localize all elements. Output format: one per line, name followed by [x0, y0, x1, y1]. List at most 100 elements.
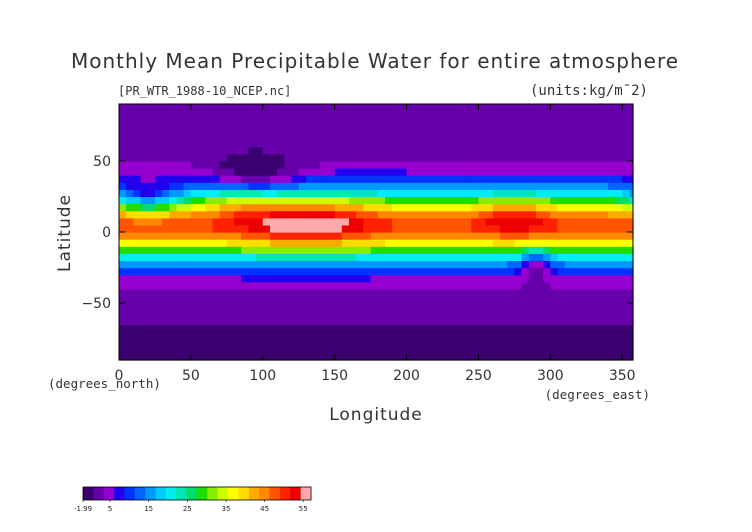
heatmap-cell	[607, 132, 616, 141]
heatmap-cell	[500, 175, 508, 183]
heatmap-cell	[514, 111, 523, 119]
heatmap-cell	[406, 338, 415, 347]
heatmap-cell	[535, 246, 544, 254]
heatmap-cell	[442, 182, 451, 190]
heatmap-cell	[190, 146, 199, 155]
heatmap-cell	[262, 175, 271, 183]
heatmap-cell	[205, 345, 214, 354]
heatmap-cell	[363, 224, 372, 233]
heatmap-cell	[557, 345, 566, 354]
heatmap-cell	[262, 111, 271, 119]
heatmap-cell	[435, 203, 444, 212]
heatmap-cell	[521, 189, 530, 198]
heatmap-cell	[557, 324, 566, 333]
heatmap-cell	[119, 118, 127, 126]
heatmap-cell	[277, 168, 285, 176]
heatmap-cell	[600, 153, 609, 162]
heatmap-cell	[557, 111, 566, 119]
heatmap-cell	[406, 267, 415, 276]
heatmap-cell	[586, 338, 595, 347]
heatmap-cell	[234, 303, 242, 311]
heatmap-cell	[291, 125, 300, 134]
heatmap-cell	[392, 331, 400, 340]
heatmap-cell	[478, 246, 487, 254]
heatmap-cell	[298, 253, 307, 262]
heatmap-cell	[119, 253, 127, 262]
heatmap-cell	[456, 175, 465, 183]
heatmap-cell	[119, 168, 127, 176]
heatmap-cell	[183, 239, 192, 247]
heatmap-cell	[291, 274, 300, 283]
heatmap-cell	[629, 331, 634, 340]
heatmap-cell	[363, 175, 372, 183]
heatmap-cell	[478, 274, 487, 283]
heatmap-cell	[284, 132, 293, 141]
heatmap-cell	[320, 210, 329, 219]
heatmap-cell	[464, 160, 472, 169]
heatmap-cell	[629, 160, 634, 169]
heatmap-cell	[456, 317, 465, 326]
heatmap-cell	[600, 175, 609, 183]
heatmap-cell	[377, 139, 386, 148]
heatmap-cell	[234, 274, 242, 283]
heatmap-cell	[219, 210, 228, 219]
heatmap-cell	[269, 303, 278, 311]
heatmap-cell	[327, 331, 336, 340]
heatmap-cell	[284, 153, 293, 162]
heatmap-cell	[535, 196, 544, 205]
heatmap-cell	[485, 317, 494, 326]
heatmap-cell	[593, 153, 602, 162]
heatmap-cell	[528, 324, 537, 333]
heatmap-cell	[320, 274, 329, 283]
heatmap-cell	[514, 303, 523, 311]
heatmap-cell	[442, 288, 451, 297]
heatmap-cell	[119, 153, 127, 162]
heatmap-cell	[305, 232, 314, 240]
heatmap-cell	[406, 232, 415, 240]
heatmap-cell	[528, 217, 537, 226]
heatmap-cell	[464, 296, 472, 304]
heatmap-cell	[456, 324, 465, 333]
heatmap-cell	[442, 196, 451, 205]
heatmap-cell	[615, 310, 623, 318]
heatmap-cell	[456, 239, 465, 247]
heatmap-cell	[356, 125, 365, 134]
heatmap-cell	[291, 267, 300, 276]
heatmap-cell	[464, 139, 472, 148]
heatmap-cell	[392, 196, 400, 205]
heatmap-cell	[413, 246, 422, 254]
heatmap-cell	[284, 224, 293, 233]
heatmap-cell	[392, 168, 400, 176]
heatmap-cell	[234, 196, 242, 205]
heatmap-cell	[162, 224, 170, 233]
heatmap-cell	[305, 303, 314, 311]
heatmap-cell	[464, 196, 472, 205]
heatmap-cell	[119, 303, 127, 311]
heatmap-cell	[456, 232, 465, 240]
heatmap-cell	[212, 125, 221, 134]
heatmap-cell	[492, 182, 501, 190]
heatmap-cell	[320, 125, 329, 134]
heatmap-cell	[320, 168, 329, 176]
heatmap-cell	[162, 153, 170, 162]
heatmap-cell	[435, 331, 444, 340]
heatmap-cell	[119, 324, 127, 333]
heatmap-cell	[327, 111, 336, 119]
heatmap-cell	[521, 352, 530, 361]
heatmap-cell	[269, 111, 278, 119]
heatmap-cell	[255, 160, 264, 169]
x-tick-label: 0	[115, 368, 124, 384]
heatmap-cell	[341, 281, 350, 290]
heatmap-cell	[147, 260, 156, 269]
heatmap-cell	[579, 352, 587, 361]
heatmap-cell	[255, 111, 264, 119]
heatmap-cell	[456, 281, 465, 290]
heatmap-cell	[349, 139, 357, 148]
heatmap-cell	[413, 281, 422, 290]
heatmap-cell	[420, 203, 429, 212]
heatmap-cell	[413, 274, 422, 283]
heatmap-cell	[413, 189, 422, 198]
heatmap-cell	[399, 139, 408, 148]
heatmap-cell	[535, 189, 544, 198]
heatmap-cell	[615, 296, 623, 304]
